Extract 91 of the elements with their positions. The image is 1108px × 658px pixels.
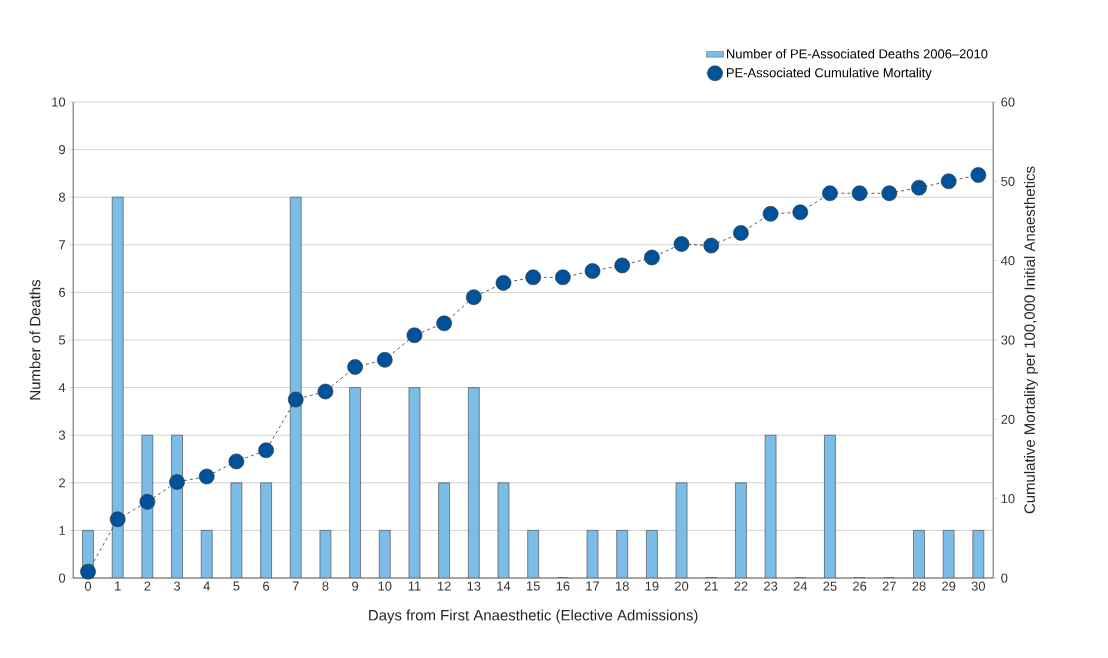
x-tick-label: 12: [437, 581, 451, 591]
point: [881, 185, 898, 202]
x-tick-label: 20: [675, 581, 689, 591]
point: [851, 185, 868, 202]
point: [614, 257, 630, 274]
y-tick-label: 5: [58, 335, 66, 345]
point: [911, 179, 927, 196]
x-axis-title: Days from First Anaesthetic (Elective Admissions): [369, 609, 698, 624]
y2-tick-label: 40: [1000, 256, 1015, 266]
point: [940, 173, 957, 190]
point: [376, 352, 393, 368]
point: [198, 468, 215, 485]
point: [139, 494, 156, 510]
point: [703, 237, 720, 254]
legend-label: Number of PE-Associated Deaths 2006–2010: [726, 48, 988, 59]
bar: [438, 482, 450, 578]
x-tick-label: 9: [352, 581, 359, 591]
x-tick-label: 2: [144, 581, 151, 591]
legend-label: PE-Associated Cumulative Mortality: [726, 67, 932, 80]
x-tick-label: 4: [203, 581, 210, 591]
bar: [824, 434, 836, 578]
x-tick-label: 7: [292, 581, 299, 591]
point: [673, 236, 690, 252]
y2-axis-title: Cumulative Mortality per 100,000 Initial Anaesthetics: [1023, 166, 1038, 514]
point: [762, 206, 779, 222]
x-tick-label: 1: [115, 581, 121, 591]
point: [822, 185, 838, 202]
point: [525, 269, 541, 286]
x-tick-label: 25: [823, 581, 837, 591]
x-tick-label: 11: [408, 581, 421, 591]
y2-tick-label: 20: [1001, 414, 1015, 424]
x-tick-label: 6: [263, 581, 270, 591]
y-tick-label: 3: [58, 430, 66, 440]
point: [644, 249, 660, 266]
point: [466, 289, 482, 305]
x-tick-label: 3: [173, 581, 181, 591]
x-tick-label: 13: [467, 581, 481, 591]
x-tick-label: 16: [556, 581, 570, 591]
point: [970, 167, 987, 183]
x-tick-label: 8: [322, 581, 329, 591]
point: [287, 391, 304, 408]
y-tick-label: 1: [59, 525, 66, 535]
y-tick-label: 7: [59, 240, 65, 250]
x-tick-label: 30: [971, 581, 986, 591]
x-tick-label: 15: [526, 581, 540, 591]
point: [228, 453, 245, 470]
y-tick-label: 10: [52, 97, 66, 107]
point: [436, 315, 452, 332]
point: [258, 442, 274, 459]
x-tick-label: 10: [378, 581, 392, 591]
y2-tick-label: 10: [1001, 494, 1015, 504]
point: [317, 383, 334, 400]
point: [584, 263, 601, 279]
y2-tick-label: 0: [1001, 573, 1008, 583]
x-tick-label: 21: [704, 581, 718, 591]
y-axis-title: Number of Deaths: [29, 279, 41, 400]
y2-tick-label: 30: [1001, 335, 1015, 345]
x-tick-label: 29: [942, 581, 956, 591]
point: [555, 269, 571, 286]
point: [733, 225, 749, 241]
x-tick-label: 26: [853, 581, 867, 591]
x-tick-label: 0: [84, 581, 92, 591]
x-tick-label: 14: [497, 581, 511, 591]
y-tick-label: 6: [59, 287, 66, 297]
x-tick-label: 23: [764, 581, 778, 591]
point: [109, 511, 126, 528]
bar: [735, 482, 747, 578]
point: [495, 275, 512, 291]
y2-tick-label: 50: [1001, 176, 1015, 186]
x-tick-label: 19: [645, 581, 659, 591]
point: [80, 563, 96, 580]
x-tick-label: 27: [882, 581, 896, 591]
y-tick-label: 4: [58, 383, 66, 393]
point: [347, 359, 363, 375]
x-tick-label: 22: [734, 581, 748, 591]
point: [792, 204, 809, 221]
x-tick-label: 18: [615, 581, 629, 591]
y-tick-label: 0: [58, 573, 66, 583]
bar: [468, 387, 480, 578]
x-tick-label: 5: [233, 581, 240, 591]
x-tick-label: 28: [912, 581, 926, 591]
point: [169, 474, 185, 490]
y2-tick-label: 60: [1001, 97, 1015, 107]
y-tick-label: 2: [59, 478, 65, 488]
bar: [349, 387, 361, 578]
point: [406, 327, 423, 344]
y-tick-label: 8: [59, 192, 66, 202]
x-tick-label: 17: [586, 581, 600, 591]
y-tick-label: 9: [59, 145, 66, 155]
x-tick-label: 24: [793, 581, 808, 591]
bar: [260, 482, 272, 578]
